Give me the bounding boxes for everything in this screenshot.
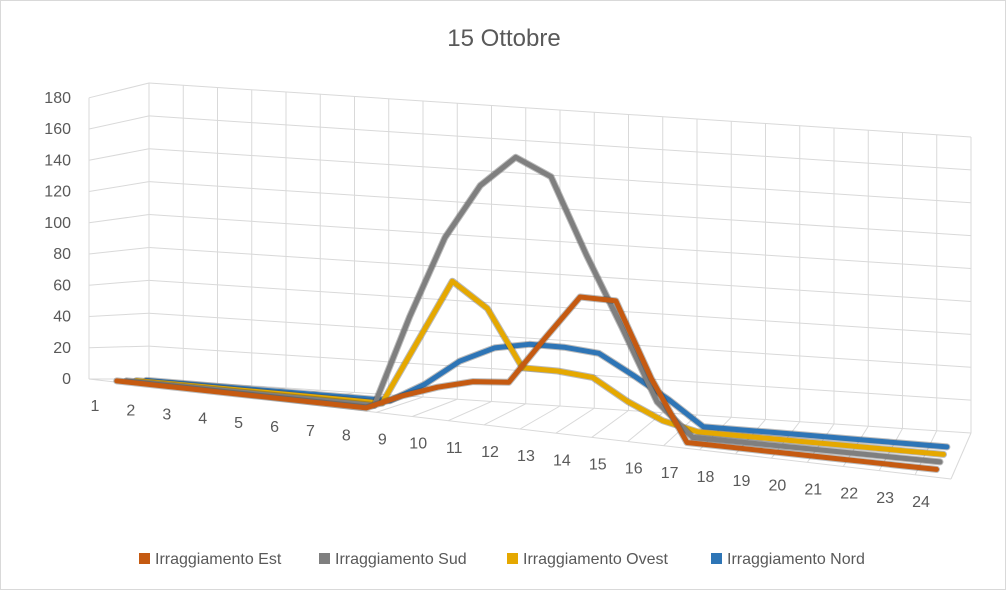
series-group — [113, 153, 951, 473]
x-tick-label: 24 — [912, 494, 930, 511]
x-axis-ticks: 1 2 3 4 5 6 7 8 9 10 11 12 13 14 15 16 17 18 19 20 21 22 23 24 — [91, 398, 931, 511]
legend-label: Irraggiamento Nord — [727, 551, 865, 568]
grid-line-floor — [447, 401, 492, 422]
legend-swatch — [139, 553, 150, 564]
y-tick-label: 160 — [44, 121, 71, 138]
x-tick-label: 7 — [306, 423, 315, 440]
legend-item: Irraggiamento Sud — [319, 551, 467, 568]
x-tick-label: 22 — [840, 486, 858, 503]
legend-label: Irraggiamento Sud — [335, 551, 467, 568]
grid-line-side-h — [88, 312, 150, 318]
series-line — [134, 278, 946, 457]
series-line-shadow — [123, 153, 944, 466]
x-tick-label: 3 — [162, 406, 171, 423]
legend-swatch — [711, 553, 722, 564]
x-tick-label: 12 — [481, 444, 499, 461]
grid-line-floor — [412, 398, 458, 417]
grid-line-floor — [591, 410, 629, 438]
legend-swatch — [507, 553, 518, 564]
grid — [88, 82, 972, 480]
x-tick-label: 2 — [126, 402, 135, 419]
series-line — [124, 154, 943, 465]
x-tick-label: 21 — [804, 481, 822, 498]
grid-line-floor — [376, 396, 424, 413]
grid-line-side-h — [88, 148, 150, 161]
y-tick-label: 60 — [53, 277, 71, 294]
x-tick-label: 9 — [378, 431, 387, 448]
x-tick-label: 11 — [446, 440, 463, 457]
y-tick-label: 100 — [44, 215, 71, 232]
y-tick-label: 180 — [44, 90, 71, 107]
legend-item: Irraggiamento Est — [139, 551, 282, 568]
y-tick-label: 120 — [44, 184, 71, 201]
legend-label: Irraggiamento Est — [155, 551, 282, 568]
grid-line-floor — [555, 407, 595, 434]
grid-line-side-h — [88, 246, 150, 255]
x-tick-label: 23 — [876, 490, 894, 507]
x-tick-label: 1 — [91, 398, 100, 415]
y-tick-label: 0 — [62, 371, 71, 388]
x-tick-label: 8 — [342, 427, 351, 444]
legend-swatch — [319, 553, 330, 564]
grid-line-side-h — [88, 115, 150, 130]
x-tick-label: 5 — [234, 415, 243, 432]
x-tick-label: 18 — [697, 469, 715, 486]
legend: Irraggiamento Est Irraggiamento Sud Irragg… — [139, 551, 865, 568]
y-axis-ticks: 0 20 40 60 80 100 120 140 160 180 — [44, 90, 71, 388]
grid-line-side-h — [88, 279, 150, 286]
x-tick-label: 16 — [625, 461, 643, 478]
grid-line-side-h — [88, 214, 150, 224]
legend-item: Irraggiamento Nord — [711, 551, 865, 568]
x-tick-label: 4 — [198, 411, 207, 428]
grid-line-side-h — [88, 345, 150, 349]
x-tick-label: 13 — [517, 448, 535, 465]
x-tick-label: 19 — [733, 473, 751, 490]
x-tick-label: 20 — [768, 477, 786, 494]
x-tick-label: 6 — [270, 419, 279, 436]
x-tick-label: 17 — [661, 465, 679, 482]
x-tick-label: 15 — [589, 456, 607, 473]
y-tick-label: 20 — [53, 340, 71, 357]
legend-label: Irraggiamento Ovest — [523, 551, 669, 568]
grid-line-floor — [950, 432, 972, 480]
series-line — [114, 294, 939, 472]
grid-line-floor — [483, 403, 526, 426]
x-tick-label: 10 — [409, 436, 427, 453]
grid-line-floor — [519, 405, 561, 430]
y-tick-label: 40 — [53, 309, 71, 326]
grid-line-side-h — [88, 82, 150, 99]
chart-title: 15 Ottobre — [447, 25, 560, 52]
grid-line-side-h — [88, 181, 150, 193]
y-tick-label: 140 — [44, 152, 71, 169]
y-tick-label: 80 — [53, 246, 71, 263]
x-tick-label: 14 — [553, 452, 571, 469]
legend-item: Irraggiamento Ovest — [507, 551, 669, 568]
